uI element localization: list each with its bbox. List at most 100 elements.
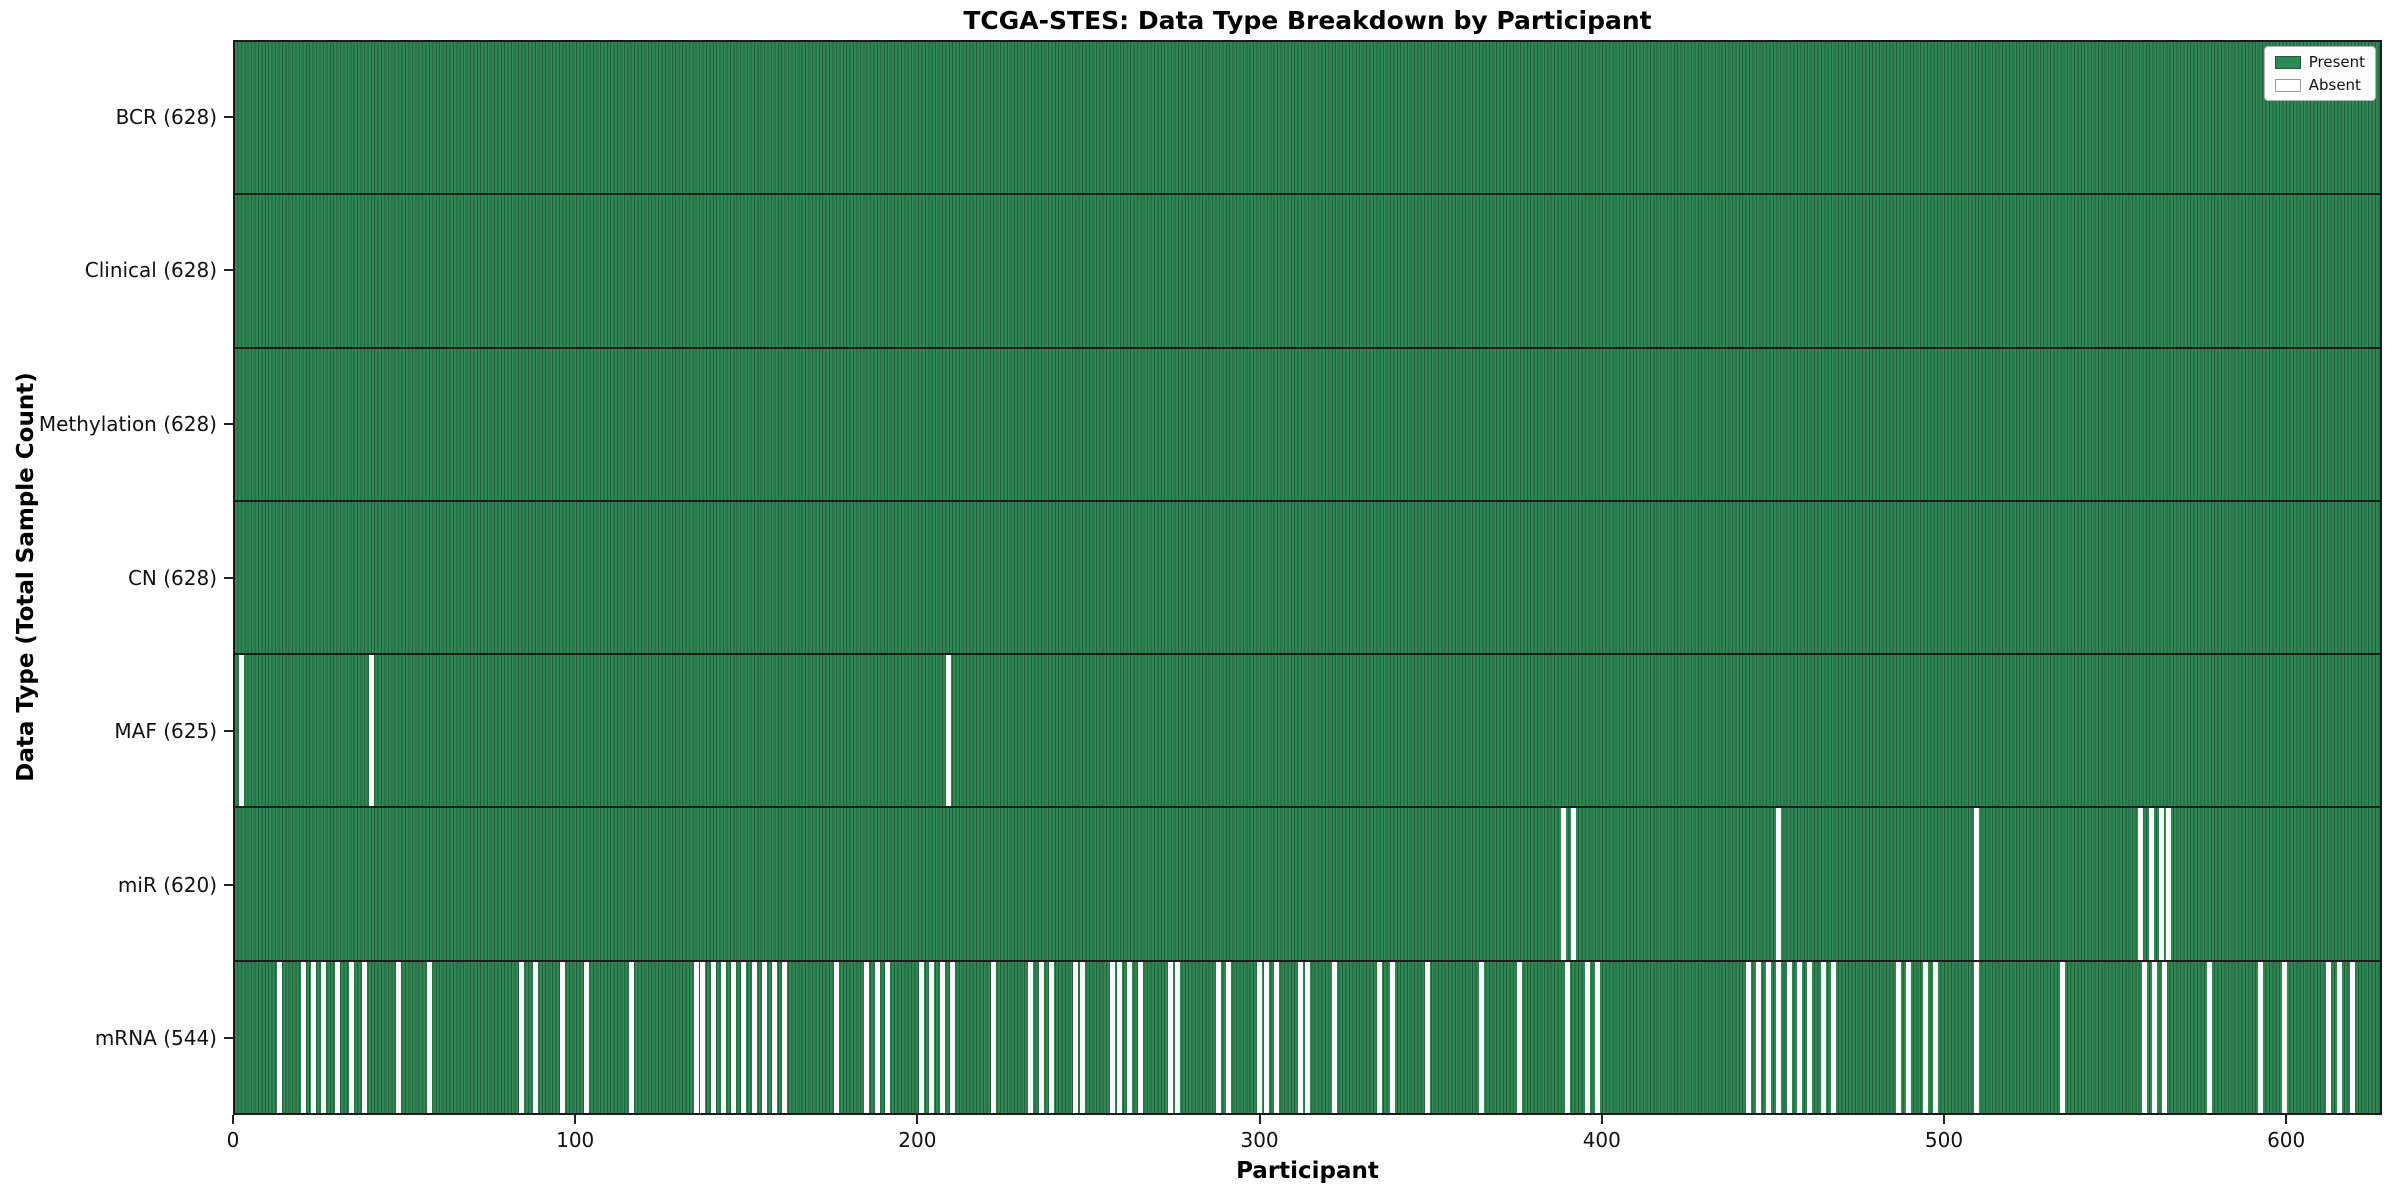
y-tick-mark <box>224 422 233 425</box>
legend-label: Present <box>2308 53 2365 71</box>
absent-mark <box>1776 808 1782 960</box>
absent-mark <box>2326 961 2332 1113</box>
y-tick-label-mRNA: mRNA (544) <box>94 1026 217 1051</box>
absent-mark <box>560 961 566 1113</box>
absent-mark <box>1831 961 1836 1113</box>
absent-mark <box>1264 961 1269 1113</box>
absent-mark <box>874 961 880 1113</box>
x-tick-label: 100 <box>556 1128 595 1152</box>
legend-swatch-present <box>2274 55 2301 69</box>
absent-mark <box>348 961 354 1113</box>
heatmap-row-mRNA <box>235 959 2380 1113</box>
x-tick-label: 200 <box>898 1128 937 1152</box>
absent-mark <box>884 961 890 1113</box>
absent-mark <box>1974 808 1980 960</box>
absent-mark <box>362 961 368 1113</box>
absent-mark <box>1796 961 1802 1113</box>
absent-mark <box>1906 961 1912 1113</box>
x-tick-mark <box>2285 1115 2288 1124</box>
y-tick-mark <box>224 576 233 579</box>
absent-mark <box>1564 961 1570 1113</box>
x-tick-mark <box>1258 1115 1261 1124</box>
absent-mark <box>1561 808 1567 960</box>
absent-mark <box>2158 808 2164 960</box>
chart-title: TCGA-STES: Data Type Breakdown by Partic… <box>963 6 1652 35</box>
absent-mark <box>1305 961 1310 1113</box>
absent-mark <box>833 961 839 1113</box>
absent-mark <box>533 961 539 1113</box>
x-tick-label: 400 <box>1582 1128 1621 1152</box>
absent-mark <box>1933 961 1939 1113</box>
absent-mark <box>584 961 590 1113</box>
absent-mark <box>2257 961 2263 1113</box>
absent-mark <box>1895 961 1901 1113</box>
absent-mark <box>751 961 757 1113</box>
absent-mark <box>1137 961 1143 1113</box>
absent-mark <box>2336 961 2342 1113</box>
y-axis-ticks: BCR (628) Clinical (628) Methylation (628)… <box>0 40 233 1115</box>
absent-mark <box>1807 961 1813 1113</box>
y-tick-label-CN: CN (628) <box>127 565 217 590</box>
absent-mark <box>772 961 778 1113</box>
y-tick-mark <box>224 115 233 118</box>
absent-mark <box>1390 961 1396 1113</box>
heatmap-row-Methylation <box>235 346 2380 500</box>
absent-mark <box>2152 961 2158 1113</box>
absent-mark <box>1117 961 1123 1113</box>
absent-mark <box>720 961 726 1113</box>
legend-item-present: Present <box>2274 53 2365 71</box>
absent-mark <box>334 961 340 1113</box>
absent-mark <box>1786 961 1792 1113</box>
absent-mark <box>2206 961 2212 1113</box>
x-tick-label: 300 <box>1240 1128 1279 1152</box>
heatmap-row-BCR <box>235 42 2380 194</box>
absent-mark <box>1226 961 1232 1113</box>
x-tick-mark <box>1942 1115 1945 1124</box>
x-axis-ticks: 0 100 200 300 400 500 600 <box>227 1115 2382 1165</box>
y-tick-mark <box>224 269 233 272</box>
legend: Present Absent <box>2263 46 2376 101</box>
absent-mark <box>1028 961 1034 1113</box>
absent-mark <box>1424 961 1430 1113</box>
absent-mark <box>1274 961 1280 1113</box>
absent-mark <box>693 961 699 1113</box>
x-tick-label: 600 <box>2267 1128 2306 1152</box>
plot-area <box>233 40 2382 1115</box>
y-tick-label-MAF: MAF (625) <box>114 719 217 744</box>
x-tick-mark <box>232 1115 234 1124</box>
absent-mark <box>990 961 996 1113</box>
absent-mark <box>1110 961 1116 1113</box>
absent-mark <box>1048 961 1054 1113</box>
absent-mark <box>1168 961 1174 1113</box>
heatmap-row-MAF <box>235 653 2380 807</box>
absent-mark <box>2138 808 2144 960</box>
absent-mark <box>1766 961 1772 1113</box>
absent-mark <box>1516 961 1522 1113</box>
absent-mark <box>1776 961 1782 1113</box>
absent-mark <box>929 961 935 1113</box>
x-tick-label: 500 <box>1924 1128 1964 1152</box>
absent-mark <box>1479 961 1485 1113</box>
absent-mark <box>1585 961 1591 1113</box>
x-tick-mark <box>574 1115 577 1124</box>
y-tick-label-miR: miR (620) <box>117 872 217 897</box>
absent-mark <box>1820 961 1826 1113</box>
absent-mark <box>628 961 634 1113</box>
absent-mark <box>1072 961 1078 1113</box>
absent-mark <box>2141 961 2147 1113</box>
y-tick-label-Clinical: Clinical (628) <box>84 258 217 283</box>
absent-mark <box>1974 961 1980 1113</box>
heatmap-row-Clinical <box>235 193 2380 347</box>
absent-mark <box>710 961 716 1113</box>
y-tick-mark <box>224 730 233 733</box>
absent-mark <box>321 961 327 1113</box>
absent-mark <box>1332 961 1338 1113</box>
x-tick-mark <box>1600 1115 1603 1124</box>
y-tick-mark <box>224 883 233 886</box>
absent-mark <box>2059 961 2065 1113</box>
absent-mark <box>239 655 245 807</box>
legend-label: Absent <box>2308 76 2361 94</box>
absent-mark <box>2148 808 2154 960</box>
x-axis-label: Participant <box>1236 1158 1379 1184</box>
